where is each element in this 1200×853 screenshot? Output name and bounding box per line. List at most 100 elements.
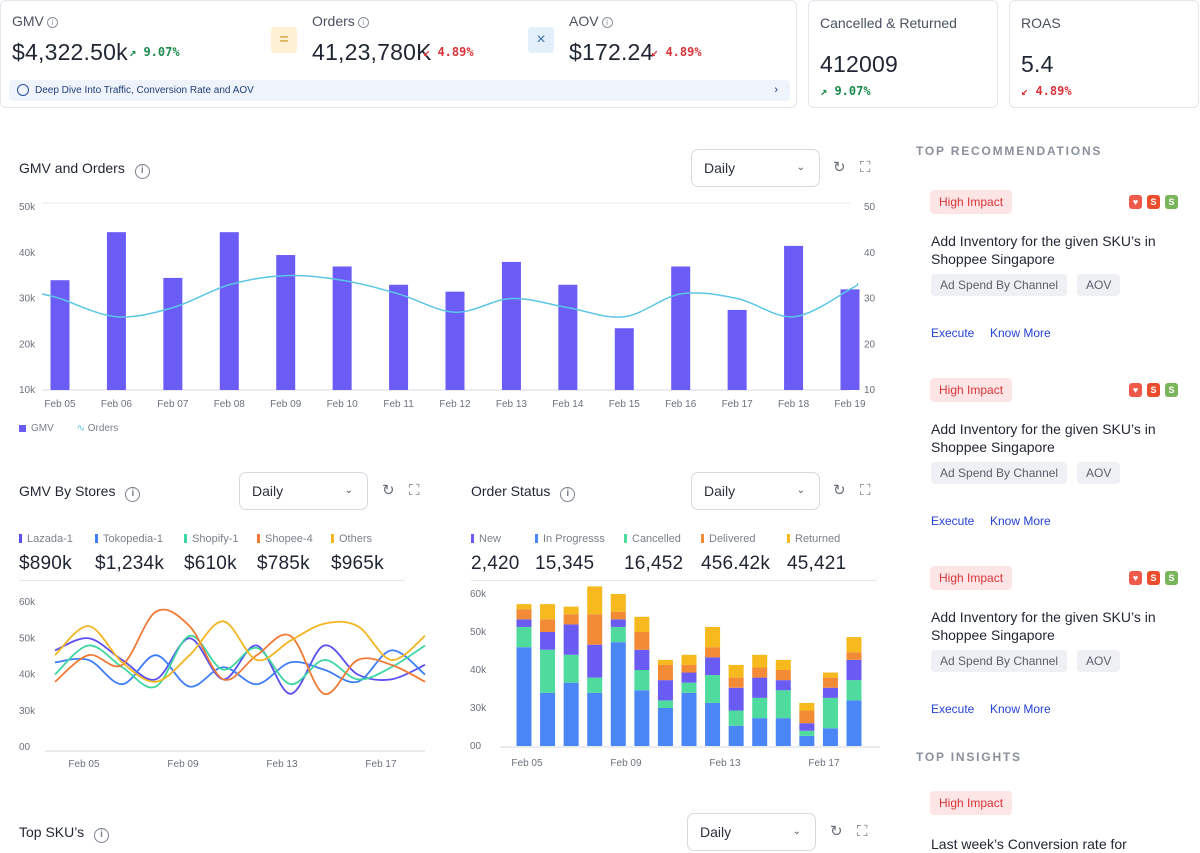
status-bar-segment: [822, 677, 838, 688]
status-bar-segment: [705, 626, 721, 648]
divider: [471, 580, 877, 581]
store-legend-item[interactable]: Shopee-4: [257, 533, 313, 545]
status-bar-segment: [563, 682, 579, 746]
status-bar-segment: [705, 647, 721, 658]
info-icon[interactable]: i: [560, 487, 576, 502]
insight-text[interactable]: Last week’s Conversion rate for: [931, 836, 1127, 852]
refresh-icon[interactable]: ↻: [833, 159, 846, 176]
shopify-icon: S: [1165, 383, 1178, 397]
status-bar-segment: [657, 700, 673, 708]
expand-icon[interactable]: ⛶: [860, 482, 871, 499]
status-bar-segment: [846, 637, 862, 653]
x-tick-label: Feb 06: [101, 399, 133, 410]
recommendation-text: Add Inventory for the given SKU’s in Sho…: [931, 421, 1156, 455]
status-bar-segment: [634, 616, 650, 632]
status-legend-item[interactable]: Delivered: [701, 533, 755, 545]
impact-badge: High Impact: [930, 190, 1013, 214]
metric-chip[interactable]: AOV: [1077, 650, 1121, 672]
orders-change: ↙ 4.89%: [423, 45, 474, 59]
refresh-icon[interactable]: ↻: [830, 823, 843, 840]
recommendations-title: TOP RECOMMENDATIONS: [916, 144, 1103, 158]
expand-icon[interactable]: ⛶: [409, 482, 420, 499]
info-icon[interactable]: i: [46, 17, 58, 28]
metric-chip[interactable]: Ad Spend By Channel: [931, 650, 1068, 672]
info-icon[interactable]: i: [357, 17, 369, 28]
cancelled-change: ↗ 9.07%: [820, 84, 871, 98]
gmv-value: $4,322.50k: [12, 39, 128, 65]
legend-swatch: [471, 534, 474, 543]
status-legend-item[interactable]: In Progresss: [535, 533, 605, 545]
info-icon[interactable]: i: [125, 487, 141, 502]
status-bar-segment: [563, 654, 579, 683]
y-tick-label: 40k: [470, 665, 487, 676]
roas-change: ↙ 4.89%: [1021, 84, 1072, 98]
store-line: [54, 608, 426, 695]
status-bar-segment: [610, 594, 626, 612]
metric-chip[interactable]: AOV: [1077, 462, 1121, 484]
metric-chip[interactable]: Ad Spend By Channel: [931, 274, 1068, 296]
info-icon[interactable]: i: [94, 828, 109, 843]
gmv-bar: [332, 266, 352, 390]
execute-link[interactable]: Execute: [931, 514, 975, 528]
y-tick-label: 40k: [19, 670, 36, 681]
gmv-bar: [276, 255, 296, 390]
status-bar-segment: [540, 649, 556, 693]
deep-dive-link[interactable]: Deep Dive Into Traffic, Conversion Rate …: [9, 80, 790, 101]
know-more-link[interactable]: Know More: [990, 514, 1051, 528]
info-icon[interactable]: i: [134, 164, 150, 179]
legend-label: Tokopedia-1: [103, 533, 163, 545]
x-tick-label: Feb 09: [167, 759, 199, 770]
know-more-link[interactable]: Know More: [990, 702, 1051, 716]
status-bar-segment: [775, 718, 791, 746]
y2-tick-label: 30: [864, 294, 876, 305]
x-tick-label: Feb 17: [808, 758, 840, 769]
x-tick-label: Feb 14: [552, 399, 584, 410]
store-value: $1,234k: [95, 553, 165, 574]
refresh-icon[interactable]: ↻: [382, 482, 395, 499]
legend-swatch: [184, 534, 187, 543]
status-value: 45,421: [787, 553, 847, 574]
metric-chip[interactable]: AOV: [1077, 274, 1121, 296]
execute-link[interactable]: Execute: [931, 702, 975, 716]
order-status-period-select[interactable]: Daily ⌄: [691, 472, 820, 510]
expand-icon[interactable]: ⛶: [857, 823, 868, 840]
store-legend-item[interactable]: Tokopedia-1: [95, 533, 163, 545]
expand-icon[interactable]: ⛶: [860, 159, 871, 176]
trend-icon: [17, 84, 29, 96]
equals-icon: =: [271, 27, 297, 53]
store-legend-item[interactable]: Others: [331, 533, 372, 545]
status-bar-segment: [799, 735, 815, 746]
x-tick-label: Feb 13: [496, 399, 528, 410]
y2-tick-label: 40: [864, 248, 876, 259]
status-bar-segment: [799, 710, 815, 724]
store-value: $785k: [257, 553, 310, 574]
status-legend-item[interactable]: Cancelled: [624, 533, 681, 545]
store-legend-item[interactable]: Shopify-1: [184, 533, 238, 545]
know-more-link[interactable]: Know More: [990, 326, 1051, 340]
metric-chip[interactable]: Ad Spend By Channel: [931, 462, 1068, 484]
deep-dive-label: Deep Dive Into Traffic, Conversion Rate …: [35, 85, 254, 96]
legend-gmv: GMV: [31, 423, 54, 434]
gmv-orders-period-select[interactable]: Daily ⌄: [691, 149, 820, 187]
refresh-icon[interactable]: ↻: [833, 482, 846, 499]
status-bar-segment: [540, 692, 556, 746]
y-tick-label: 50k: [19, 633, 36, 644]
gmv-stores-period-select[interactable]: Daily ⌄: [239, 472, 368, 510]
status-bar-segment: [634, 632, 650, 650]
info-icon[interactable]: i: [601, 17, 613, 28]
store-legend-item[interactable]: Lazada-1: [19, 533, 73, 545]
status-bar-segment: [634, 670, 650, 691]
legend-label: Shopify-1: [192, 533, 239, 545]
status-bar-segment: [610, 626, 626, 643]
status-legend-item[interactable]: Returned: [787, 533, 840, 545]
status-bar-segment: [587, 614, 603, 645]
y-tick-label: 30k: [19, 294, 36, 305]
status-legend-item[interactable]: New: [471, 533, 501, 545]
legend-swatch: [701, 534, 704, 543]
execute-link[interactable]: Execute: [931, 326, 975, 340]
status-bar-segment: [681, 682, 697, 693]
top-sku-period-select[interactable]: Daily ⌄: [687, 813, 816, 851]
x-tick-label: Feb 13: [266, 759, 298, 770]
status-bar-segment: [752, 677, 768, 698]
cancelled-value: 412009: [820, 51, 898, 77]
